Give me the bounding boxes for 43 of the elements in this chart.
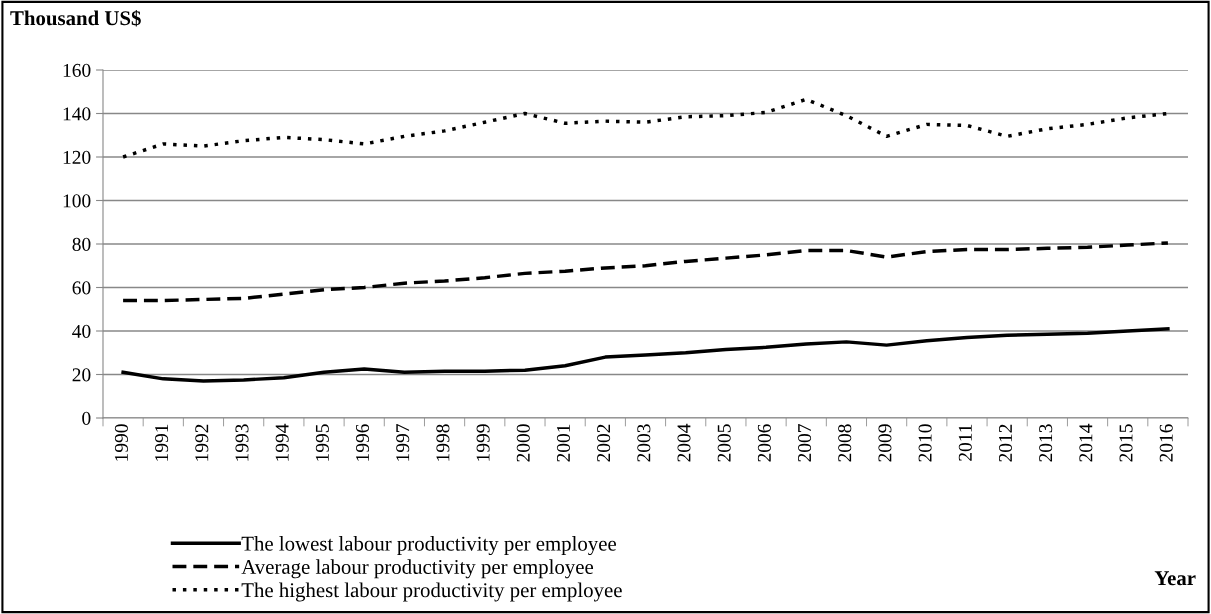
line-series (121, 327, 1170, 383)
x-tick-label: 2005 (717, 424, 731, 462)
x-tick-label: 1999 (476, 424, 490, 461)
x-tick-label: 2003 (637, 424, 651, 462)
x-tick-label: 1993 (235, 424, 249, 461)
y-tick-label: 60 (72, 281, 91, 295)
x-tick-label: 1992 (195, 424, 209, 461)
x-tick-label: 2013 (1039, 424, 1053, 462)
x-tick-label: 2000 (516, 424, 530, 462)
x-tick-label: 1994 (275, 423, 289, 461)
legend-label: The lowest labour productivity per employee (241, 536, 616, 556)
x-tick-label: 1996 (356, 424, 370, 461)
x-tick-label: 2001 (556, 424, 570, 462)
y-tick-label: 0 (82, 411, 91, 425)
x-tick-label: 2004 (677, 423, 691, 462)
x-tick-label: 1998 (436, 424, 450, 461)
legend-label: The highest labour productivity per employee (241, 582, 622, 602)
x-tick-label: 1995 (315, 424, 329, 461)
y-tick-label: 160 (63, 63, 91, 77)
x-tick-label: 2010 (918, 424, 932, 462)
legend-label: Average labour productivity per employee (241, 559, 594, 579)
line-series (121, 241, 1170, 303)
x-tick-label: 2014 (1079, 423, 1093, 462)
y-tick-label: 40 (72, 324, 91, 338)
x-tick-label: 1990 (114, 424, 128, 461)
x-tick-label: 2008 (838, 424, 852, 462)
y-tick-label: 20 (72, 368, 91, 382)
y-tick-label: 80 (72, 237, 91, 251)
x-tick-label: 2006 (757, 424, 771, 462)
x-tick-label: 2016 (1159, 424, 1173, 462)
x-tick-label: 2007 (797, 424, 812, 462)
x-tick-label: 2009 (878, 424, 892, 462)
x-tick-label: 1991 (155, 424, 169, 461)
y-tick-label: 140 (63, 107, 91, 121)
x-tick-label: 1997 (396, 424, 410, 461)
y-tick-label: 100 (63, 194, 91, 208)
y-tick-label: 120 (63, 150, 91, 164)
y-axis-title: Thousand US$ (10, 9, 141, 27)
text: Year (1154, 571, 1196, 586)
x-tick-label: 2002 (597, 424, 611, 462)
x-tick-label: 2011 (958, 424, 972, 461)
x-tick-label: 2012 (998, 424, 1013, 462)
x-tick-label: 2015 (1119, 424, 1133, 462)
